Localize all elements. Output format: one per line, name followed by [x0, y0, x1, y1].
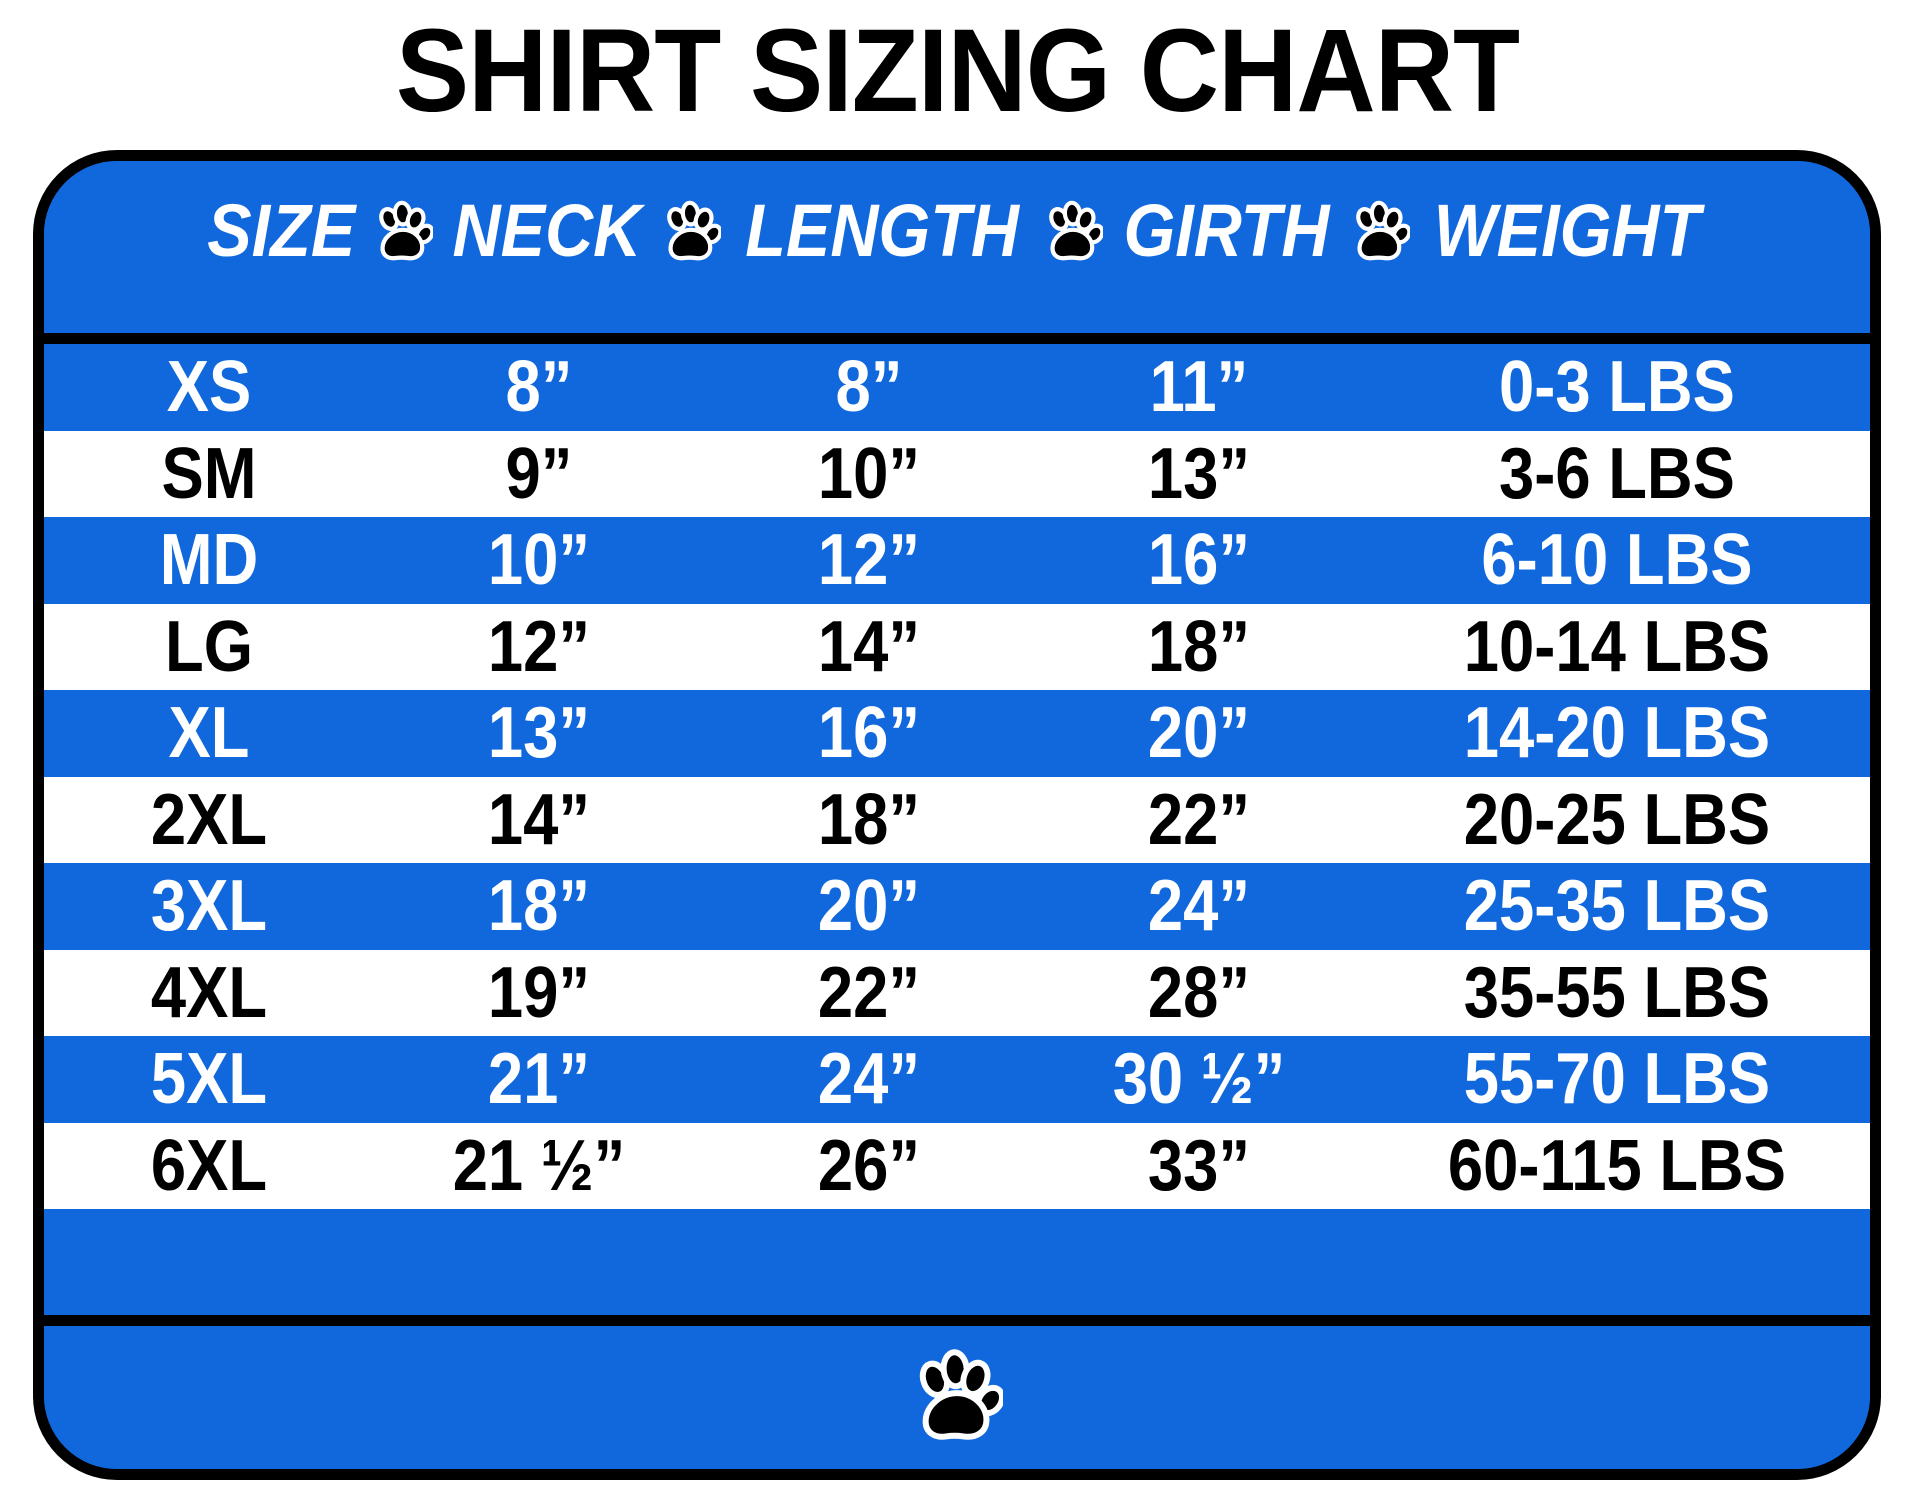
paw-print-icon	[658, 196, 724, 266]
table-row: 3XL 18” 20” 24” 25-35 LBS	[44, 863, 1870, 950]
cell-length: 16”	[817, 693, 921, 774]
table-row: 4XL 19” 22” 28” 35-55 LBS	[44, 949, 1870, 1036]
cell-length: 20”	[817, 866, 921, 947]
paw-print-icon	[1347, 196, 1413, 266]
cell-girth: 11”	[1149, 347, 1249, 428]
cell-length: 8”	[835, 347, 903, 428]
page-title: SHIRT SIZING CHART	[395, 5, 1520, 137]
table-row: MD 10” 12” 16” 6-10 LBS	[44, 517, 1870, 604]
cell-girth: 16”	[1147, 520, 1251, 601]
cell-weight: 14-20 LBS	[1463, 693, 1771, 774]
cell-girth: 18”	[1147, 606, 1251, 687]
cell-weight: 20-25 LBS	[1463, 779, 1771, 860]
cell-length: 22”	[817, 952, 921, 1033]
cell-neck: 9”	[505, 433, 573, 514]
paw-print-icon	[911, 1347, 1006, 1448]
column-header-girth: GIRTH	[1123, 189, 1330, 272]
cell-weight: 6-10 LBS	[1481, 520, 1753, 601]
cell-neck: 10”	[487, 520, 591, 601]
table-row: XS 8” 8” 11” 0-3 LBS	[44, 344, 1870, 431]
cell-length: 24”	[817, 1039, 921, 1120]
column-header-length: LENGTH	[744, 189, 1019, 272]
cell-length: 12”	[817, 520, 921, 601]
table-row: LG 12” 14” 18” 10-14 LBS	[44, 603, 1870, 690]
cell-size: MD	[159, 520, 259, 601]
card-footer	[44, 1326, 1870, 1469]
cell-neck: 21”	[487, 1039, 591, 1120]
paw-print-icon	[1040, 196, 1106, 266]
cell-weight: 3-6 LBS	[1499, 433, 1735, 514]
paw-print-icon	[370, 196, 436, 266]
cell-neck: 21 ½”	[452, 1125, 626, 1206]
cell-weight: 0-3 LBS	[1499, 347, 1735, 428]
cell-neck: 13”	[487, 693, 591, 774]
cell-neck: 12”	[487, 606, 591, 687]
cell-size: 6XL	[150, 1125, 268, 1206]
cell-length: 14”	[817, 606, 921, 687]
cell-girth: 24”	[1147, 866, 1251, 947]
cell-size: SM	[161, 433, 257, 514]
column-header-size: SIZE	[207, 189, 356, 272]
cell-neck: 18”	[487, 866, 591, 947]
cell-size: 3XL	[150, 866, 268, 947]
footer-divider	[44, 1315, 1870, 1326]
cell-size: 5XL	[150, 1039, 268, 1120]
cell-size: XL	[168, 693, 250, 774]
cell-size: LG	[165, 606, 253, 687]
cell-length: 26”	[817, 1125, 921, 1206]
sizing-chart-card: SIZE NECK	[33, 150, 1881, 1480]
column-header-weight: WEIGHT	[1433, 189, 1700, 272]
cell-size: XS	[166, 347, 252, 428]
cell-length: 18”	[817, 779, 921, 860]
cell-girth: 22”	[1147, 779, 1251, 860]
cell-weight: 25-35 LBS	[1463, 866, 1771, 947]
column-header-neck: NECK	[452, 189, 642, 272]
cell-weight: 10-14 LBS	[1463, 606, 1771, 687]
header-divider	[44, 333, 1870, 344]
cell-neck: 14”	[487, 779, 591, 860]
table-row: SM 9” 10” 13” 3-6 LBS	[44, 430, 1870, 517]
table-header-row: SIZE NECK	[44, 161, 1870, 333]
table-body: XS 8” 8” 11” 0-3 LBS SM 9” 10” 13” 3-6 L…	[44, 344, 1870, 1209]
cell-girth: 30 ½”	[1112, 1039, 1286, 1120]
table-row: 6XL 21 ½” 26” 33” 60-115 LBS	[44, 1122, 1870, 1209]
cell-neck: 19”	[487, 952, 591, 1033]
table-row: XL 13” 16” 20” 14-20 LBS	[44, 690, 1870, 777]
cell-size: 2XL	[150, 779, 268, 860]
table-header-inner: SIZE NECK	[193, 194, 1720, 268]
cell-girth: 28”	[1147, 952, 1251, 1033]
cell-girth: 20”	[1147, 693, 1251, 774]
table-row: 5XL 21” 24” 30 ½” 55-70 LBS	[44, 1036, 1870, 1123]
cell-weight: 55-70 LBS	[1463, 1039, 1771, 1120]
cell-girth: 13”	[1147, 433, 1251, 514]
cell-weight: 60-115 LBS	[1447, 1125, 1787, 1206]
cell-neck: 8”	[505, 347, 573, 428]
cell-girth: 33”	[1147, 1125, 1251, 1206]
cell-length: 10”	[817, 433, 921, 514]
cell-weight: 35-55 LBS	[1463, 952, 1771, 1033]
table-row: 2XL 14” 18” 22” 20-25 LBS	[44, 776, 1870, 863]
cell-size: 4XL	[150, 952, 268, 1033]
